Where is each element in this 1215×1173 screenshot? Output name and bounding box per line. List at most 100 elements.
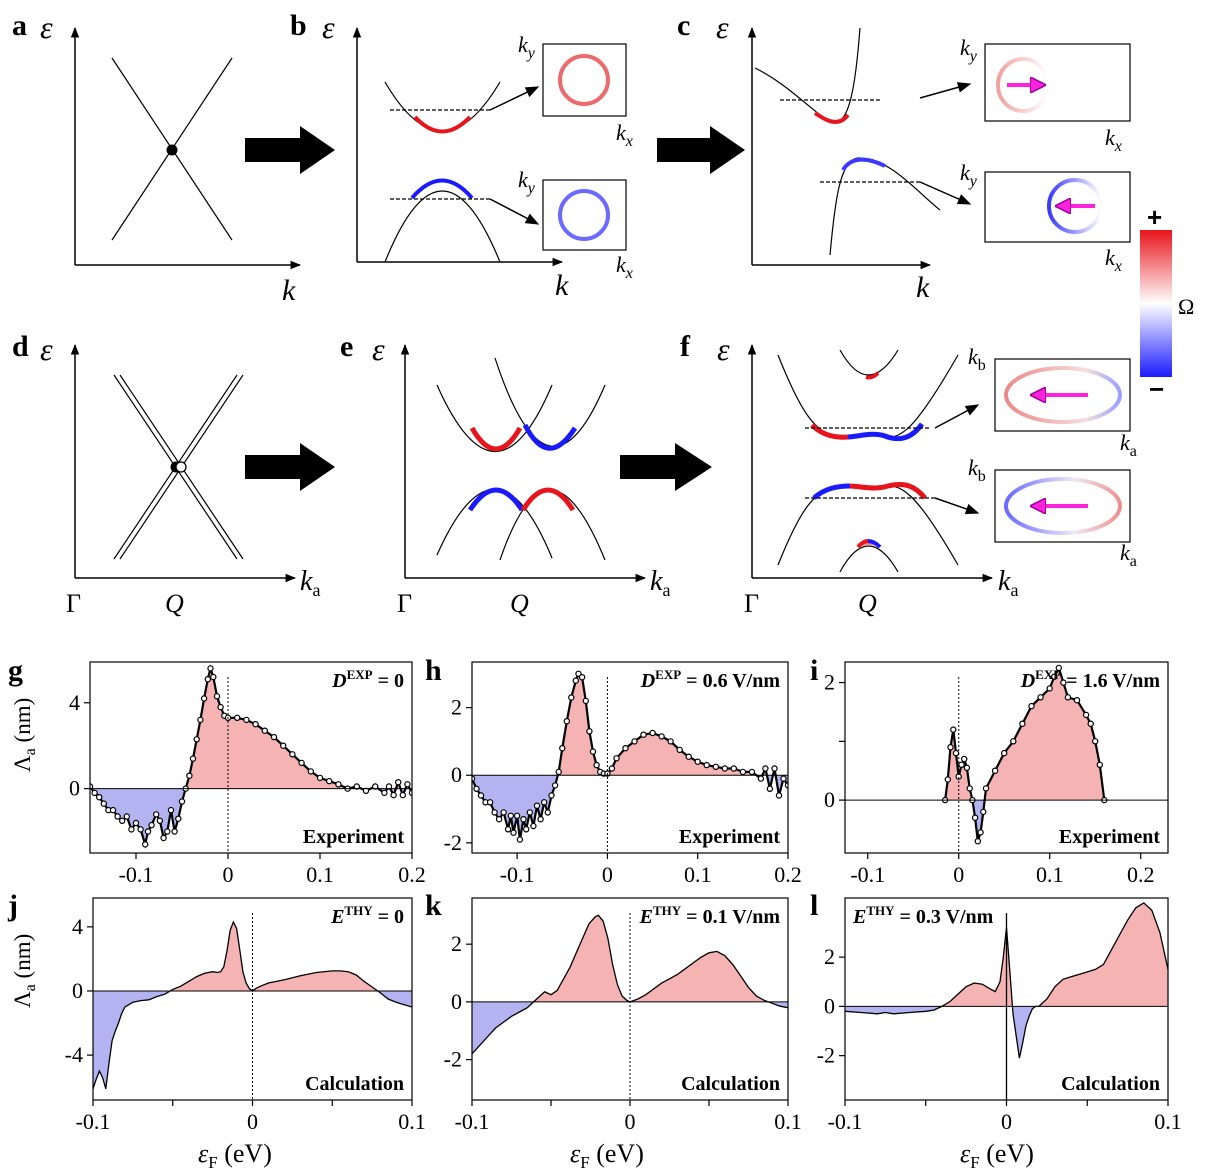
data-point-h bbox=[766, 785, 774, 793]
data-point-i bbox=[971, 814, 979, 821]
data-point-h bbox=[578, 674, 586, 681]
data-point-h bbox=[703, 761, 710, 769]
data-point-g bbox=[280, 742, 287, 749]
condition-label-k: ETHY = 0.1 V/nm bbox=[639, 903, 781, 928]
berry-curvature-colorbar: + − Ω bbox=[1140, 202, 1194, 404]
annotation-k: Calculation bbox=[681, 1073, 780, 1095]
xlabel-k: εF (eV) bbox=[570, 1139, 644, 1172]
y-tick-label-i: 2 bbox=[824, 670, 835, 695]
panel-b-pointer-upper bbox=[489, 86, 540, 111]
annotation-l: Calculation bbox=[1061, 1073, 1160, 1095]
data-point-g bbox=[207, 665, 214, 672]
data-point-i bbox=[1010, 738, 1017, 745]
panel-label-a: a bbox=[12, 9, 27, 42]
data-point-g bbox=[217, 703, 224, 711]
data-point-h bbox=[658, 733, 665, 740]
data-point-h bbox=[533, 802, 541, 809]
y-tick-label-l: 0 bbox=[824, 993, 835, 1018]
data-point-h bbox=[500, 809, 507, 816]
x-tick-label-h: 0 bbox=[602, 862, 613, 887]
condition-label-g: DEXP = 0 bbox=[331, 667, 404, 692]
y-tick-label-k: -2 bbox=[444, 1047, 462, 1072]
colorbar-omega-label: Ω bbox=[1178, 294, 1194, 319]
x-tick-label-k: 0.1 bbox=[774, 1109, 802, 1134]
panel-a-schematic: ε k bbox=[40, 9, 302, 307]
panel-f-ka-label: ka bbox=[998, 566, 1018, 600]
panel-d-q-label: Q bbox=[165, 589, 184, 618]
colorbar-gradient bbox=[1140, 230, 1172, 377]
negative-area-l bbox=[845, 1006, 1168, 1059]
data-point-g bbox=[160, 834, 167, 842]
data-point-g bbox=[243, 716, 250, 724]
panel-b-energy-symbol: ε bbox=[322, 9, 335, 45]
data-point-h bbox=[526, 809, 534, 816]
data-point-h bbox=[649, 729, 656, 737]
data-point-i bbox=[1073, 697, 1081, 704]
ylabel-row2: Λa (nm) bbox=[10, 934, 39, 1008]
panel-b-schematic: ε k ky kx ky kx bbox=[322, 9, 633, 302]
x-tick-label-i: -0.1 bbox=[850, 862, 885, 887]
arrow-d-to-e bbox=[245, 443, 335, 491]
data-point-h bbox=[572, 677, 580, 684]
positive-area-j bbox=[170, 922, 378, 991]
data-point-g bbox=[167, 806, 175, 814]
data-point-h bbox=[507, 812, 514, 820]
x-tick-label-i: 0.2 bbox=[1127, 862, 1155, 887]
panel-f-ring-lower bbox=[1004, 477, 1122, 535]
panel-e-q-label: Q bbox=[510, 589, 529, 618]
panel-f-conduction-berry-blue bbox=[847, 422, 925, 442]
arrow-e-to-f bbox=[620, 443, 712, 491]
data-point-h bbox=[667, 738, 674, 745]
x-tick-label-h: -0.1 bbox=[500, 862, 535, 887]
data-point-g bbox=[137, 826, 144, 833]
panel-label-j: j bbox=[7, 889, 18, 922]
data-point-h bbox=[551, 782, 559, 789]
ylabel-row1: Λa (nm) bbox=[10, 698, 39, 772]
data-point-i bbox=[1064, 694, 1072, 701]
colorbar-plus: + bbox=[1147, 202, 1162, 232]
panel-f-energy-symbol: ε bbox=[717, 331, 730, 367]
x-tick-label-j: -0.1 bbox=[76, 1109, 111, 1134]
data-point-h bbox=[694, 758, 701, 765]
chart-panel-k: -0.1 0 0.1 -2 0 2 ETHY = 0.1 V/nm Calculation bbox=[444, 897, 802, 1134]
data-point-h bbox=[712, 763, 720, 771]
panel-f-valence-berry-red bbox=[849, 482, 927, 500]
y-tick-label-l: -2 bbox=[817, 1043, 835, 1068]
chart-panel-i: -0.1 0 0.1 0.2 0 2 DEXP = 1.6 V/nm Experiment bbox=[824, 661, 1169, 887]
negative-area-h bbox=[472, 775, 788, 840]
x-tick-label-g: -0.1 bbox=[119, 862, 154, 887]
positive-area-l bbox=[941, 902, 1168, 1007]
data-point-g bbox=[95, 794, 103, 801]
panel-f-conduction-berry-red bbox=[810, 423, 849, 440]
panel-d-gamma-label: Γ bbox=[66, 589, 81, 618]
panel-f-upper-berry bbox=[865, 371, 880, 380]
y-tick-label-h: 2 bbox=[451, 695, 462, 720]
panel-d-energy-symbol: ε bbox=[40, 331, 53, 367]
data-point-g bbox=[298, 759, 305, 767]
panel-label-c: c bbox=[677, 9, 690, 42]
positive-area-i bbox=[945, 667, 1105, 801]
data-point-i bbox=[1028, 702, 1035, 710]
data-point-h bbox=[739, 768, 747, 776]
panel-f-ka-upper: ka bbox=[1120, 430, 1137, 460]
panel-b-kx-lower: kx bbox=[616, 252, 633, 282]
condition-label-j: ETHY = 0 bbox=[330, 903, 404, 928]
data-point-h bbox=[613, 755, 620, 762]
panel-e-gamma-label: Γ bbox=[397, 589, 412, 618]
data-point-i bbox=[974, 838, 982, 845]
panel-f-valence-berry-blue bbox=[812, 483, 851, 500]
panel-c-conduction-band bbox=[754, 27, 861, 123]
panel-b-k-symbol: k bbox=[555, 269, 569, 302]
x-tick-label-l: 0 bbox=[1001, 1109, 1012, 1134]
data-point-h bbox=[622, 745, 629, 752]
y-tick-label-k: 2 bbox=[451, 931, 462, 956]
annotation-j: Calculation bbox=[305, 1073, 404, 1095]
data-point-h bbox=[685, 753, 692, 760]
panel-b-conduction-band bbox=[384, 81, 501, 132]
panel-d-dirac-point-open bbox=[175, 461, 187, 473]
data-point-h bbox=[582, 697, 590, 705]
data-point-h bbox=[523, 826, 530, 833]
x-tick-label-k: 0 bbox=[625, 1109, 636, 1134]
panel-f-pointer-lower bbox=[934, 497, 980, 515]
